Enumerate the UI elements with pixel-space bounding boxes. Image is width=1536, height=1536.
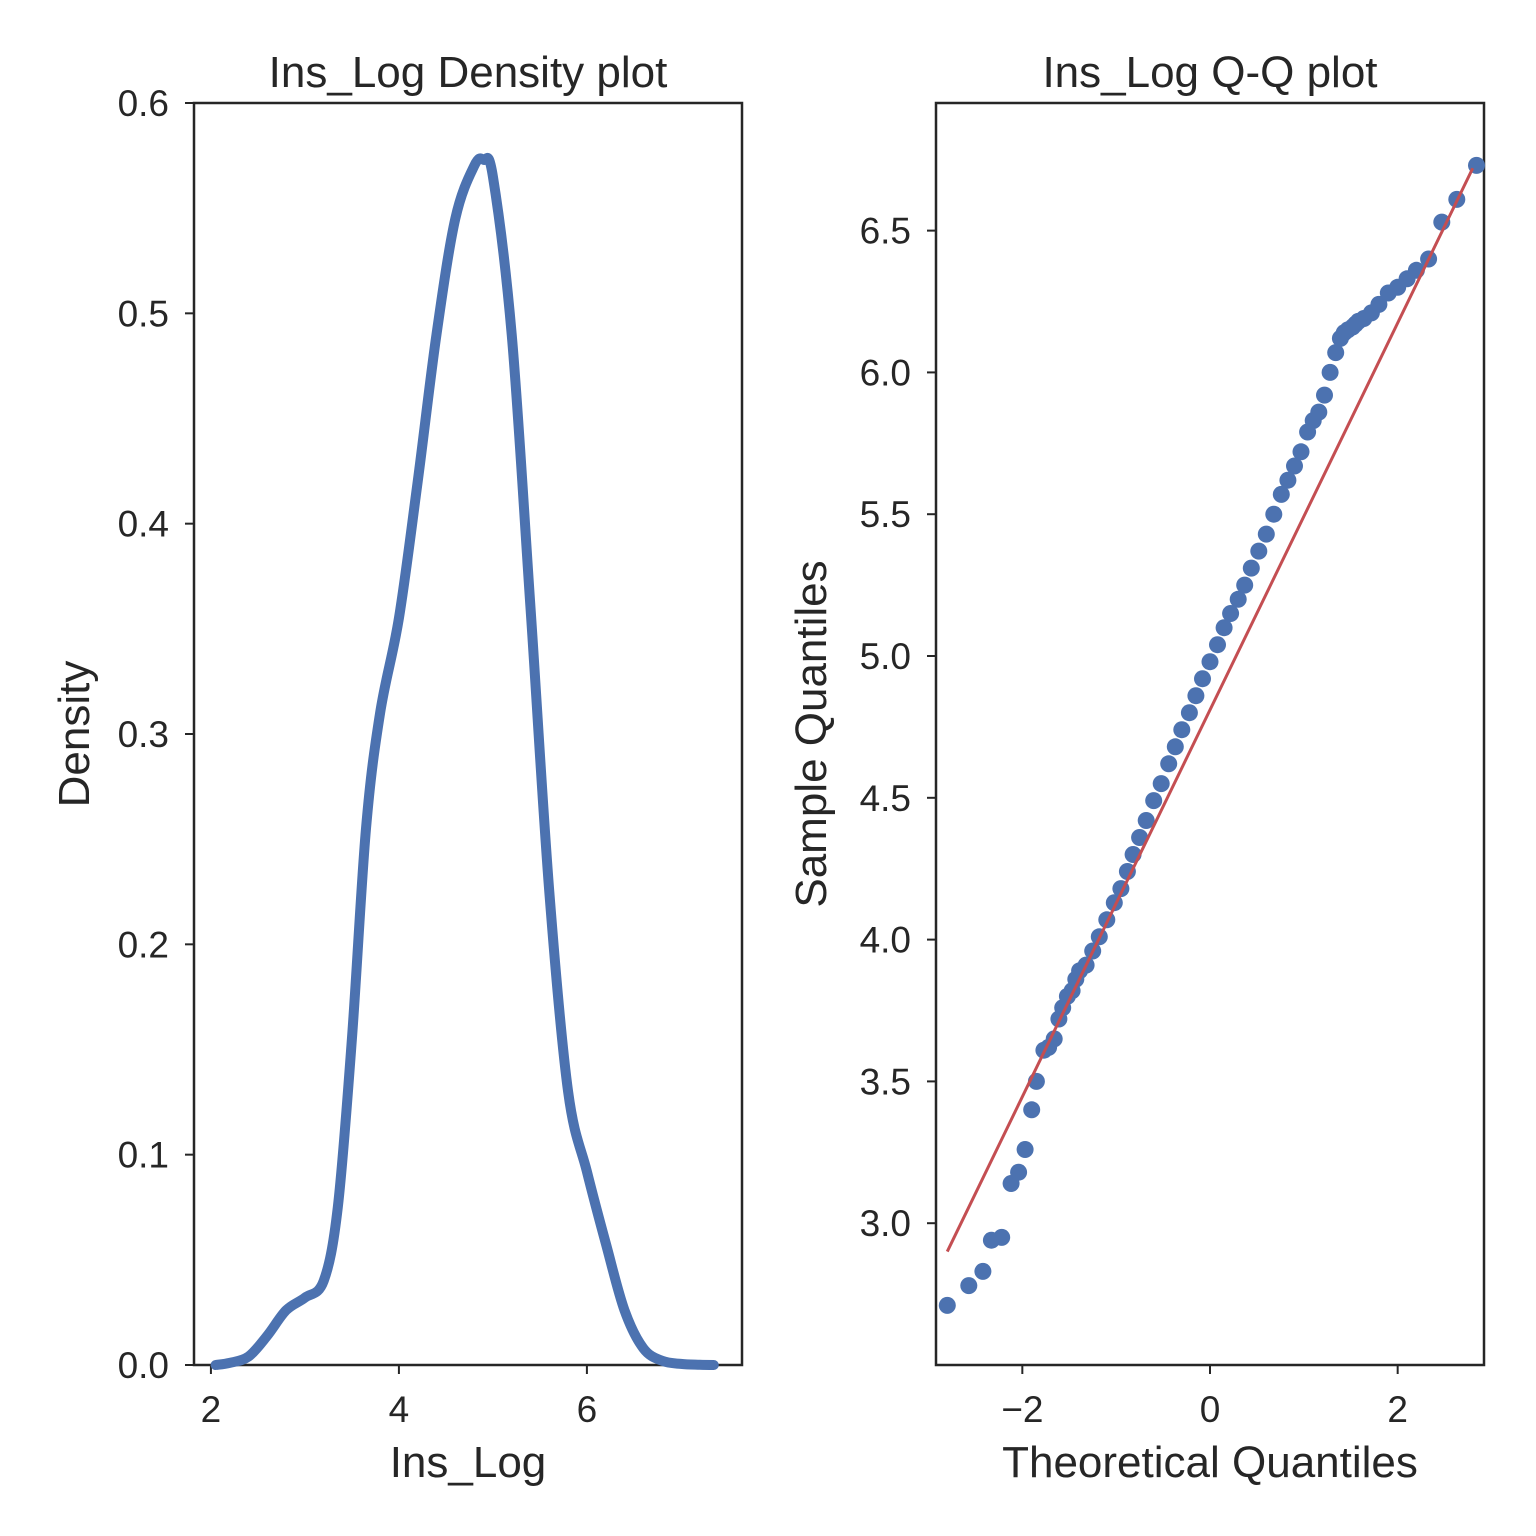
density-plot-ylabel: Density <box>50 661 99 808</box>
qq-sample-point <box>1286 457 1303 475</box>
qq-sample-point <box>1321 363 1339 381</box>
density-plot-ytick-label: 0.6 <box>118 83 169 124</box>
qq-sample-point <box>1160 755 1178 773</box>
qq-sample-point <box>1310 403 1328 421</box>
qq-plot-xtick-label: 2 <box>1387 1389 1408 1430</box>
qq-sample-point <box>1257 525 1275 543</box>
qq-sample-point <box>1272 485 1290 503</box>
qq-plot-xtick-label: −2 <box>1001 1389 1043 1430</box>
qq-plot-ytick-label: 5.5 <box>860 494 911 535</box>
density-plot-frame <box>192 101 744 1367</box>
density-plot-ytick-label: 0.0 <box>118 1345 169 1386</box>
qq-sample-point <box>1327 344 1345 362</box>
density-plot-ytick-label: 0.2 <box>118 924 169 965</box>
qq-plot-ticks: −2 0 2 3.0 3.5 4.0 4.5 5.0 5.5 6.0 6.5 <box>860 211 1408 1430</box>
qq-sample-point <box>1180 704 1198 722</box>
qq-sample-point <box>1242 559 1260 577</box>
qq-sample-point <box>1194 670 1211 688</box>
qq-sample-point <box>1201 653 1219 671</box>
qq-sample-point <box>1279 471 1297 489</box>
qq-sample-point <box>974 1262 992 1280</box>
qq-plot-panel: −2 0 2 3.0 3.5 4.0 4.5 5.0 5.5 6.0 6.5 Ins_Log Q-Q… <box>787 48 1486 1487</box>
qq-plot-ylabel: Sample Quantiles <box>787 560 836 907</box>
density-plot-series <box>210 152 719 1370</box>
qq-sample-point <box>1145 792 1163 810</box>
qq-plot-ytick-label: 4.0 <box>860 920 911 961</box>
qq-plot-ytick-label: 4.5 <box>860 778 911 819</box>
qq-reference-line <box>945 167 1475 1253</box>
qq-plot-ytick-label: 5.0 <box>860 636 911 677</box>
qq-sample-point <box>1316 386 1333 404</box>
qq-sample-point <box>1023 1101 1041 1119</box>
qq-sample-point <box>1131 829 1149 846</box>
density-plot-ytick-label: 0.4 <box>118 504 169 545</box>
density-plot-ticks: 2 4 6 0.0 0.1 0.2 0.3 0.4 0.5 0.6 <box>118 83 598 1430</box>
qq-sample-point <box>1187 687 1205 705</box>
qq-plot-xtick-label: 0 <box>1200 1389 1221 1430</box>
qq-sample-point <box>1250 542 1268 560</box>
density-plot-xtick-label: 6 <box>577 1389 598 1430</box>
qq-sample-point <box>1209 636 1226 654</box>
density-curve <box>210 152 719 1370</box>
density-plot-ytick-label: 0.1 <box>118 1135 169 1176</box>
qq-sample-point <box>1137 812 1155 829</box>
qq-sample-point <box>1229 590 1247 608</box>
qq-sample-point <box>1173 721 1191 739</box>
density-plot-ytick-label: 0.3 <box>118 714 169 755</box>
density-plot-panel: 2 4 6 0.0 0.1 0.2 0.3 0.4 0.5 0.6 Ins_Log Density… <box>50 48 744 1487</box>
qq-sample-point <box>1370 295 1388 313</box>
density-plot-title: Ins_Log Density plot <box>269 48 668 97</box>
qq-sample-point <box>1016 1141 1034 1158</box>
qq-plot-title: Ins_Log Q-Q plot <box>1042 48 1377 97</box>
qq-sample-point <box>993 1228 1011 1246</box>
qq-sample-point <box>938 1296 956 1314</box>
qq-plot-ytick-label: 3.0 <box>860 1203 911 1244</box>
qq-sample-point <box>1010 1163 1028 1181</box>
qq-plot-ytick-label: 6.0 <box>860 352 911 393</box>
density-plot-ytick-label: 0.5 <box>118 293 169 334</box>
qq-plot-xlabel: Theoretical Quantiles <box>1002 1438 1418 1487</box>
qq-plot-ytick-label: 3.5 <box>860 1061 911 1102</box>
density-plot-xlabel: Ins_Log <box>390 1438 547 1487</box>
qq-sample-point <box>1166 738 1184 756</box>
density-plot-xtick-label: 4 <box>389 1389 410 1430</box>
qq-sample-point <box>1118 863 1136 880</box>
qq-sample-point <box>1292 443 1310 461</box>
qq-sample-point <box>1152 775 1170 793</box>
qq-sample-point <box>1222 605 1240 622</box>
qq-sample-point <box>1265 505 1283 523</box>
qq-sample-point <box>960 1277 978 1295</box>
qq-plot-series <box>938 156 1485 1314</box>
qq-sample-point <box>1215 619 1233 637</box>
qq-plot-ytick-label: 6.5 <box>860 211 911 252</box>
density-plot-xtick-label: 2 <box>201 1389 222 1430</box>
qq-sample-point <box>1236 576 1254 594</box>
